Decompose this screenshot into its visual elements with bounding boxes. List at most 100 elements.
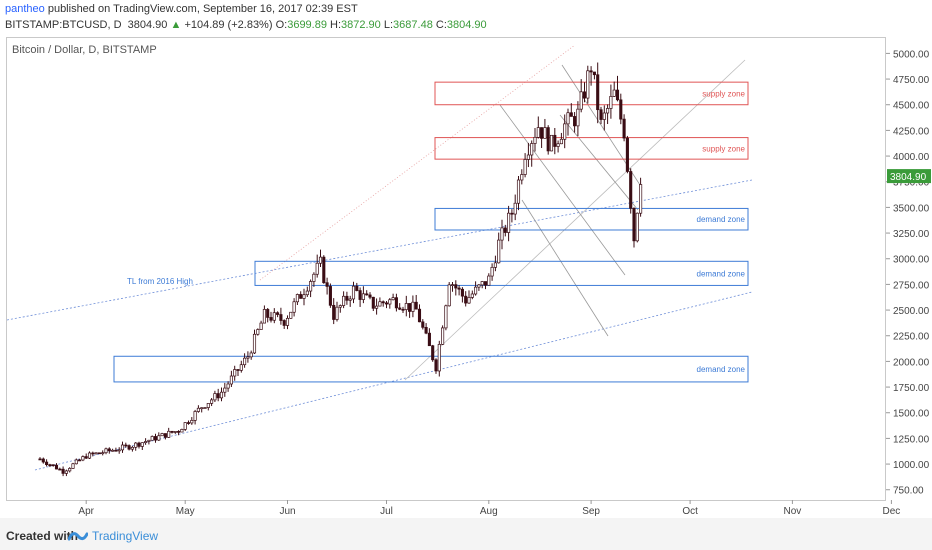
candle-body xyxy=(434,359,438,372)
candle-body xyxy=(233,369,237,377)
candle-body xyxy=(210,399,214,404)
time-axis[interactable]: Apr May Jun Jul Aug Sep Oct Nov Dec xyxy=(78,500,900,517)
candle-body xyxy=(556,143,560,147)
candle-body xyxy=(635,212,639,242)
candle-body xyxy=(450,284,455,286)
candle-body xyxy=(111,449,115,452)
high-value: 3872.90 xyxy=(341,19,381,31)
candle-body xyxy=(68,468,72,472)
candle-body xyxy=(543,127,547,139)
candle-body xyxy=(477,284,481,288)
candle-body xyxy=(414,301,418,310)
supply-zone-box xyxy=(434,137,749,160)
candle-body xyxy=(576,108,580,127)
published-text: published on TradingView.com, September … xyxy=(47,3,358,15)
candle-body xyxy=(309,281,313,292)
candle-body xyxy=(114,449,118,452)
candle-body xyxy=(272,312,276,321)
demand-zone-box xyxy=(254,260,749,286)
trendline xyxy=(561,64,643,189)
candle-body xyxy=(546,127,550,152)
candle-body xyxy=(249,352,253,358)
candle-body xyxy=(520,174,524,181)
price-chart[interactable]: supply zone supply zone demand zone demand … xyxy=(0,0,932,518)
up-arrow-icon: ▲ xyxy=(170,19,182,31)
demand-zone-box xyxy=(113,355,749,383)
open-value: 3699.89 xyxy=(287,19,327,31)
tradingview-logo-icon[interactable] xyxy=(68,528,88,544)
candle-body xyxy=(384,302,389,305)
candle-body xyxy=(391,297,395,301)
candle-body xyxy=(137,442,141,447)
candle-body xyxy=(153,436,158,441)
candle-body xyxy=(328,286,332,306)
candle-body xyxy=(130,446,134,450)
candle-body xyxy=(447,284,451,307)
supply-zone-label: supply zone xyxy=(702,89,745,98)
candle-body xyxy=(302,294,306,299)
y-tick-label: 4750.00 xyxy=(893,75,930,86)
candle-body xyxy=(602,112,606,120)
tradingview-brand[interactable]: TradingView xyxy=(92,529,159,543)
candle-body xyxy=(140,442,144,447)
candle-body xyxy=(424,326,428,334)
candle-body xyxy=(196,407,200,412)
candle-body xyxy=(599,109,603,120)
candle-body xyxy=(127,445,131,450)
candle-body xyxy=(236,369,240,371)
candle-body xyxy=(523,159,527,175)
candle-body xyxy=(592,71,596,76)
candle-body xyxy=(513,202,517,215)
candle-body xyxy=(167,430,171,438)
trendline xyxy=(521,199,609,337)
low-value: 3687.48 xyxy=(393,19,433,31)
candle-body xyxy=(371,296,375,309)
high-label: H: xyxy=(330,19,342,31)
candle-body xyxy=(625,137,629,172)
last-price-tag xyxy=(887,169,931,184)
candle-body xyxy=(500,227,504,241)
candle-body xyxy=(454,284,458,289)
candle-body xyxy=(84,456,88,459)
trendline-annotation: TL from 2016 High xyxy=(127,277,193,286)
candle-body xyxy=(553,134,557,147)
candle-body xyxy=(48,464,52,467)
candle-body xyxy=(526,154,530,160)
candle-body xyxy=(190,420,194,424)
y-tick-label: 3000.00 xyxy=(893,255,930,266)
candle-body xyxy=(262,309,266,324)
chart-frame[interactable] xyxy=(6,37,886,501)
candle-body xyxy=(464,295,468,304)
candle-body xyxy=(569,112,573,117)
candle-body xyxy=(507,212,511,233)
candle-body xyxy=(460,288,464,297)
candle-body xyxy=(361,293,365,300)
trendline xyxy=(34,291,753,471)
candle-body xyxy=(348,298,352,301)
candle-body xyxy=(388,299,392,305)
candle-body xyxy=(134,442,138,448)
candle-body xyxy=(54,464,59,470)
trendline xyxy=(499,104,626,276)
candle-body xyxy=(589,70,593,73)
candle-body xyxy=(183,422,187,430)
candle-body xyxy=(173,431,177,433)
candle-body xyxy=(483,281,488,286)
open-label: O: xyxy=(275,19,288,31)
candle-body xyxy=(332,304,336,320)
candle-body xyxy=(368,294,372,298)
candle-body xyxy=(497,239,501,264)
candle-body xyxy=(345,295,349,301)
price-axis[interactable]: 750.00 1000.00 1250.00 1500.00 1750.00 2000.0… xyxy=(886,49,931,497)
candle-body xyxy=(394,297,398,309)
candle-body xyxy=(252,333,257,354)
candle-body xyxy=(619,99,623,120)
y-tick-label: 3750.00 xyxy=(893,178,930,189)
author-link[interactable]: pantheo xyxy=(5,3,45,15)
candle-body xyxy=(124,444,128,447)
candle-body xyxy=(226,383,230,389)
candle-body xyxy=(467,297,471,304)
demand-zone-box xyxy=(434,207,749,231)
candle-body xyxy=(279,314,283,321)
candle-body xyxy=(404,303,408,310)
